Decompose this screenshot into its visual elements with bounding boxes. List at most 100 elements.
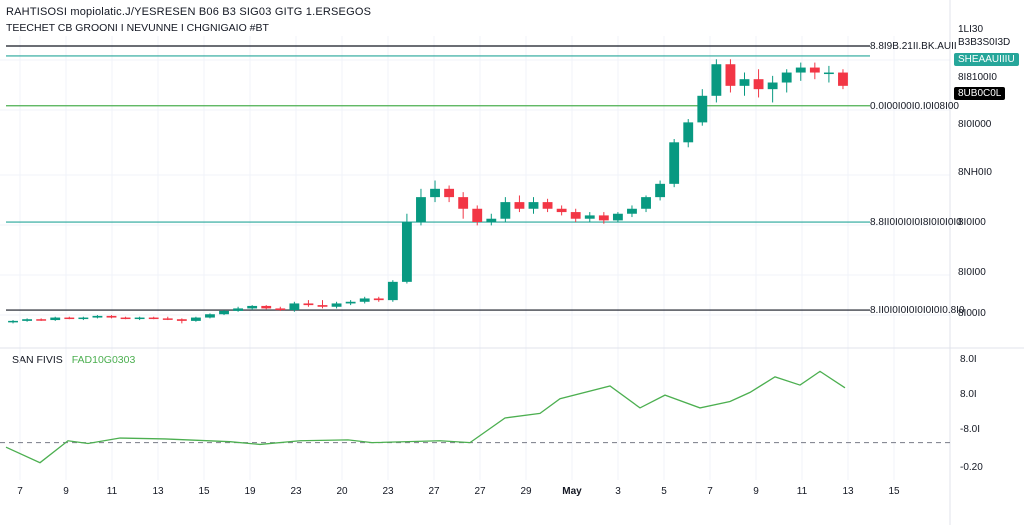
- candle-body: [219, 310, 229, 315]
- time-axis-label: 7: [707, 486, 713, 497]
- candle-body: [458, 197, 469, 209]
- candle-body: [22, 319, 33, 321]
- candle-body: [500, 202, 511, 219]
- time-axis-label: 5: [661, 486, 667, 497]
- candle-body: [275, 308, 286, 311]
- price-tag: SHEAAUIIIU: [954, 53, 1019, 66]
- time-axis-label: 23: [382, 486, 394, 497]
- price-tag: 8UB0C0L: [954, 87, 1006, 100]
- candle-body: [584, 215, 595, 219]
- candle-body: [92, 315, 103, 318]
- level-label: 0.0I00I00I0.I0I08I00: [870, 101, 959, 112]
- candle-body: [359, 298, 370, 302]
- candle-body: [683, 122, 694, 143]
- price-axis-label: 8I00I0: [958, 308, 986, 319]
- price-axis-label: 1LI30: [958, 24, 983, 35]
- chart-subtitle: TEECHET CB GROONI I NEVUNNE I CHGNIGAIO …: [6, 22, 269, 34]
- candle-body: [655, 183, 666, 198]
- candle-body: [444, 188, 455, 198]
- indicator-name: SAN FIVIS: [12, 354, 63, 366]
- candle-body: [78, 317, 89, 320]
- time-axis-label: 20: [336, 486, 348, 497]
- candle-body: [781, 72, 792, 83]
- time-axis-label: 15: [888, 486, 900, 497]
- candle-body: [739, 79, 750, 86]
- indicator-line: [5, 370, 846, 464]
- candle-body: [416, 197, 426, 223]
- indicator-legend[interactable]: SAN FIVIS FAD10G0303: [12, 354, 135, 366]
- candle-body: [247, 305, 258, 309]
- axes: 1LI30 B3B3S0I3D 8I8100I0 8I0I000 8NH0I0 8I0I0…: [17, 24, 1010, 497]
- time-axis-label: 11: [797, 486, 808, 497]
- time-axis-label: 9: [63, 486, 69, 497]
- candle-body: [303, 303, 314, 306]
- candle-body: [64, 317, 75, 320]
- indicator-axis-label: -0.20: [960, 462, 983, 473]
- indicator-pane: [0, 370, 950, 464]
- candle-body: [823, 72, 834, 75]
- candle-body: [711, 64, 722, 96]
- candle-body: [261, 305, 272, 309]
- time-axis-label: 13: [842, 486, 854, 497]
- time-axis-label: 27: [428, 486, 440, 497]
- time-axis-label: 23: [290, 486, 302, 497]
- price-axis-label: 8I8100I0: [958, 72, 997, 83]
- candle-body: [486, 218, 497, 223]
- candle-body: [176, 319, 187, 321]
- candlestick-series: [8, 59, 848, 324]
- candle-body: [627, 208, 637, 214]
- indicator-axis-label: 8.0I: [960, 354, 977, 365]
- price-axis-label: 8I0I000: [958, 119, 992, 130]
- candle-body: [612, 213, 623, 221]
- candle-body: [401, 222, 412, 282]
- candle-body: [373, 298, 384, 301]
- candle-body: [50, 317, 61, 321]
- time-axis-label: 13: [152, 486, 164, 497]
- candle-body: [345, 301, 356, 304]
- candle-body: [36, 319, 47, 321]
- candle-body: [233, 308, 244, 311]
- time-axis-label: May: [562, 486, 582, 497]
- candle-body: [472, 208, 483, 223]
- time-axis-label: 9: [753, 486, 759, 497]
- candle-body: [317, 305, 328, 307]
- candle-body: [570, 212, 581, 219]
- time-axis-label: 29: [520, 486, 532, 497]
- price-axis-label: 8I0I00: [958, 217, 986, 228]
- price-axis-label: B3B3S0I3D: [958, 37, 1010, 48]
- candle-body: [134, 317, 145, 320]
- candle-body: [767, 82, 778, 90]
- candle-body: [148, 317, 159, 320]
- candle-body: [598, 215, 609, 221]
- candle-body: [697, 95, 708, 123]
- candle-body: [430, 188, 440, 198]
- candle-body: [205, 314, 215, 318]
- candle-body: [556, 208, 567, 213]
- time-axis-label: 3: [615, 486, 621, 497]
- indicator-axis-label: 8.0I: [960, 389, 977, 400]
- indicator-axis-label: -8.0I: [960, 424, 980, 435]
- level-label: 8.8I9B.21II.BK.AUII: [870, 41, 957, 52]
- level-label: 8.8II0I0I0I0I8I0I0I0I0: [870, 217, 962, 228]
- indicator-value: FAD10G0303: [71, 354, 136, 366]
- candle-body: [669, 142, 680, 184]
- price-axis-label: 8NH0I0: [958, 167, 992, 178]
- candle-body: [528, 202, 539, 209]
- time-axis-label: 27: [474, 486, 486, 497]
- price-axis-label: 8I0I00: [958, 267, 986, 278]
- time-axis-label: 19: [244, 486, 256, 497]
- time-axis-label: 11: [107, 486, 118, 497]
- candle-body: [106, 315, 117, 318]
- candle-body: [753, 79, 764, 90]
- level-label: 8.II0I0I0I0I0I0I0I0.8I0: [870, 305, 965, 316]
- candle-body: [8, 320, 18, 323]
- candle-body: [190, 317, 201, 321]
- candle-body: [387, 281, 398, 301]
- chart-title: RAHTISOSI mopiolatic.J/YESRESEN B06 B3 S…: [6, 6, 372, 18]
- candle-body: [162, 318, 173, 320]
- horizontal-levels: [6, 45, 870, 311]
- time-axis-label: 15: [198, 486, 210, 497]
- candle-body: [331, 303, 342, 307]
